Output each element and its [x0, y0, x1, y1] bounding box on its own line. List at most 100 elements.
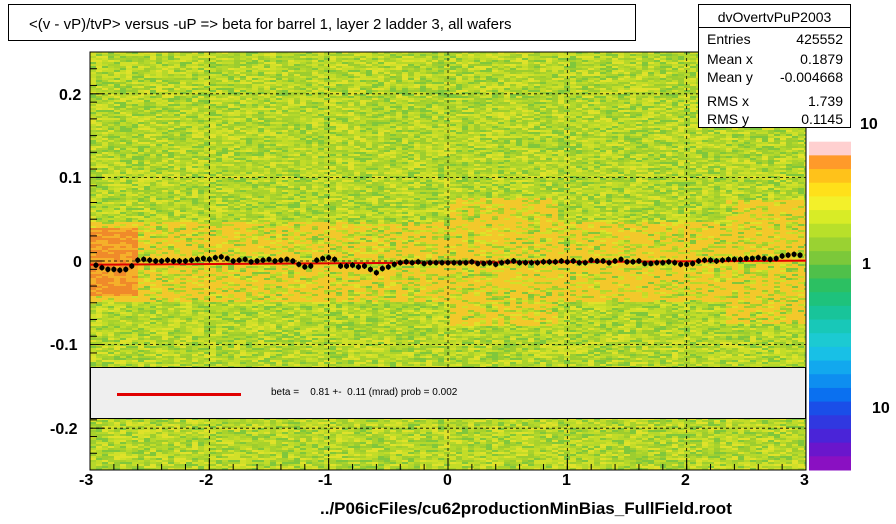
profile-point: [99, 265, 105, 271]
profile-point: [493, 261, 499, 267]
profile-point: [624, 259, 630, 265]
stats-row-mean-y: Mean y -0.004668: [707, 67, 843, 87]
y-tick-label: 0: [73, 254, 82, 272]
profile-point: [618, 256, 624, 262]
profile-point: [540, 259, 547, 265]
profile-point: [403, 259, 409, 265]
z-scale-label: 1: [862, 256, 871, 274]
color-scale-segment: [809, 374, 851, 389]
profile-point: [564, 259, 570, 265]
profile-point: [511, 258, 517, 264]
color-scale-bar: [809, 128, 851, 471]
profile-point: [481, 260, 487, 267]
color-scale-segment: [809, 305, 851, 321]
profile-point: [505, 259, 511, 265]
y-tick-label: -0.1: [50, 337, 78, 355]
stats-key: RMS y: [707, 109, 749, 129]
profile-point: [517, 260, 523, 266]
profile-point: [791, 251, 797, 257]
profile-point: [105, 266, 111, 272]
profile-point: [749, 255, 755, 262]
color-scale-segment: [809, 128, 851, 143]
profile-point: [582, 260, 588, 266]
profile-point: [588, 257, 594, 263]
profile-point: [308, 263, 314, 269]
profile-point: [314, 257, 320, 263]
stats-value: 0.1145: [801, 109, 843, 129]
profile-point: [552, 259, 559, 265]
profile-point: [719, 257, 726, 263]
profile-point: [272, 258, 278, 264]
profile-point: [475, 260, 481, 267]
stats-box: dvOvertvPuP2003 Entries 425552 Mean x 0.…: [698, 4, 851, 128]
profile-point: [349, 262, 356, 268]
profile-point: [630, 259, 636, 265]
profile-point: [755, 255, 761, 261]
profile-point: [343, 263, 350, 269]
profile-point: [182, 258, 189, 264]
profile-point: [743, 255, 749, 262]
profile-point: [690, 260, 696, 267]
profile-point: [439, 260, 445, 266]
profile-point: [409, 260, 415, 266]
profile-point: [164, 257, 171, 263]
stats-histogram-name: dvOvertvPuP2003: [699, 7, 850, 28]
profile-point: [660, 260, 666, 266]
profile-point: [785, 252, 791, 258]
color-scale-segment: [809, 401, 851, 416]
profile-point: [731, 256, 738, 262]
profile-point: [218, 254, 224, 260]
stats-value: -0.004668: [780, 67, 843, 87]
profile-point: [678, 261, 684, 267]
profile-point: [499, 260, 505, 266]
profile-point: [230, 258, 236, 264]
profile-point: [773, 255, 779, 262]
profile-point: [159, 258, 165, 264]
profile-point: [373, 270, 379, 276]
profile-points: [90, 251, 806, 276]
profile-point: [141, 256, 147, 262]
profile-point: [648, 260, 654, 267]
profile-point: [170, 258, 177, 264]
stats-row-mean-x: Mean x 0.1879: [707, 49, 843, 69]
stats-row-rms-y: RMS y 0.1145: [707, 109, 843, 129]
color-scale-segment: [809, 196, 851, 211]
x-tick-label: -1: [318, 472, 332, 490]
profile-point: [355, 264, 362, 270]
profile-point: [433, 260, 439, 266]
profile-point: [522, 260, 529, 266]
color-scale-segment: [809, 182, 851, 197]
profile-point: [779, 253, 785, 259]
color-scale-segment: [809, 141, 851, 156]
x-tick-label: 0: [443, 472, 452, 490]
profile-point: [320, 255, 326, 262]
profile-point: [242, 256, 248, 262]
stats-value: 1.739: [808, 91, 843, 111]
stats-value: 425552: [796, 29, 843, 49]
profile-point: [469, 259, 475, 265]
axis-ticks: [89, 51, 807, 471]
stats-row-rms-x: RMS x 1.739: [707, 91, 843, 111]
color-scale-segment: [809, 155, 851, 170]
profile-point: [427, 260, 433, 266]
profile-point: [284, 256, 290, 262]
stats-key: Mean y: [707, 67, 753, 87]
z-scale-label: 10: [860, 116, 878, 134]
color-scale-segment: [809, 360, 851, 375]
profile-point: [612, 258, 618, 264]
y-tick-label: 0.2: [59, 87, 81, 105]
profile-point: [684, 261, 690, 267]
stats-value: 0.1879: [800, 49, 843, 69]
profile-point: [707, 257, 714, 263]
profile-point: [266, 256, 272, 262]
color-scale-segment: [809, 264, 851, 279]
profile-point: [296, 261, 302, 267]
profile-point: [391, 261, 397, 267]
stats-key: Mean x: [707, 49, 753, 69]
profile-point: [338, 263, 344, 269]
profile-point: [445, 260, 451, 266]
x-axis-caption: ../P06icFiles/cu62productionMinBias_Full…: [320, 499, 732, 519]
profile-point: [534, 260, 541, 266]
profile-point: [666, 259, 672, 265]
profile-point: [367, 266, 374, 272]
